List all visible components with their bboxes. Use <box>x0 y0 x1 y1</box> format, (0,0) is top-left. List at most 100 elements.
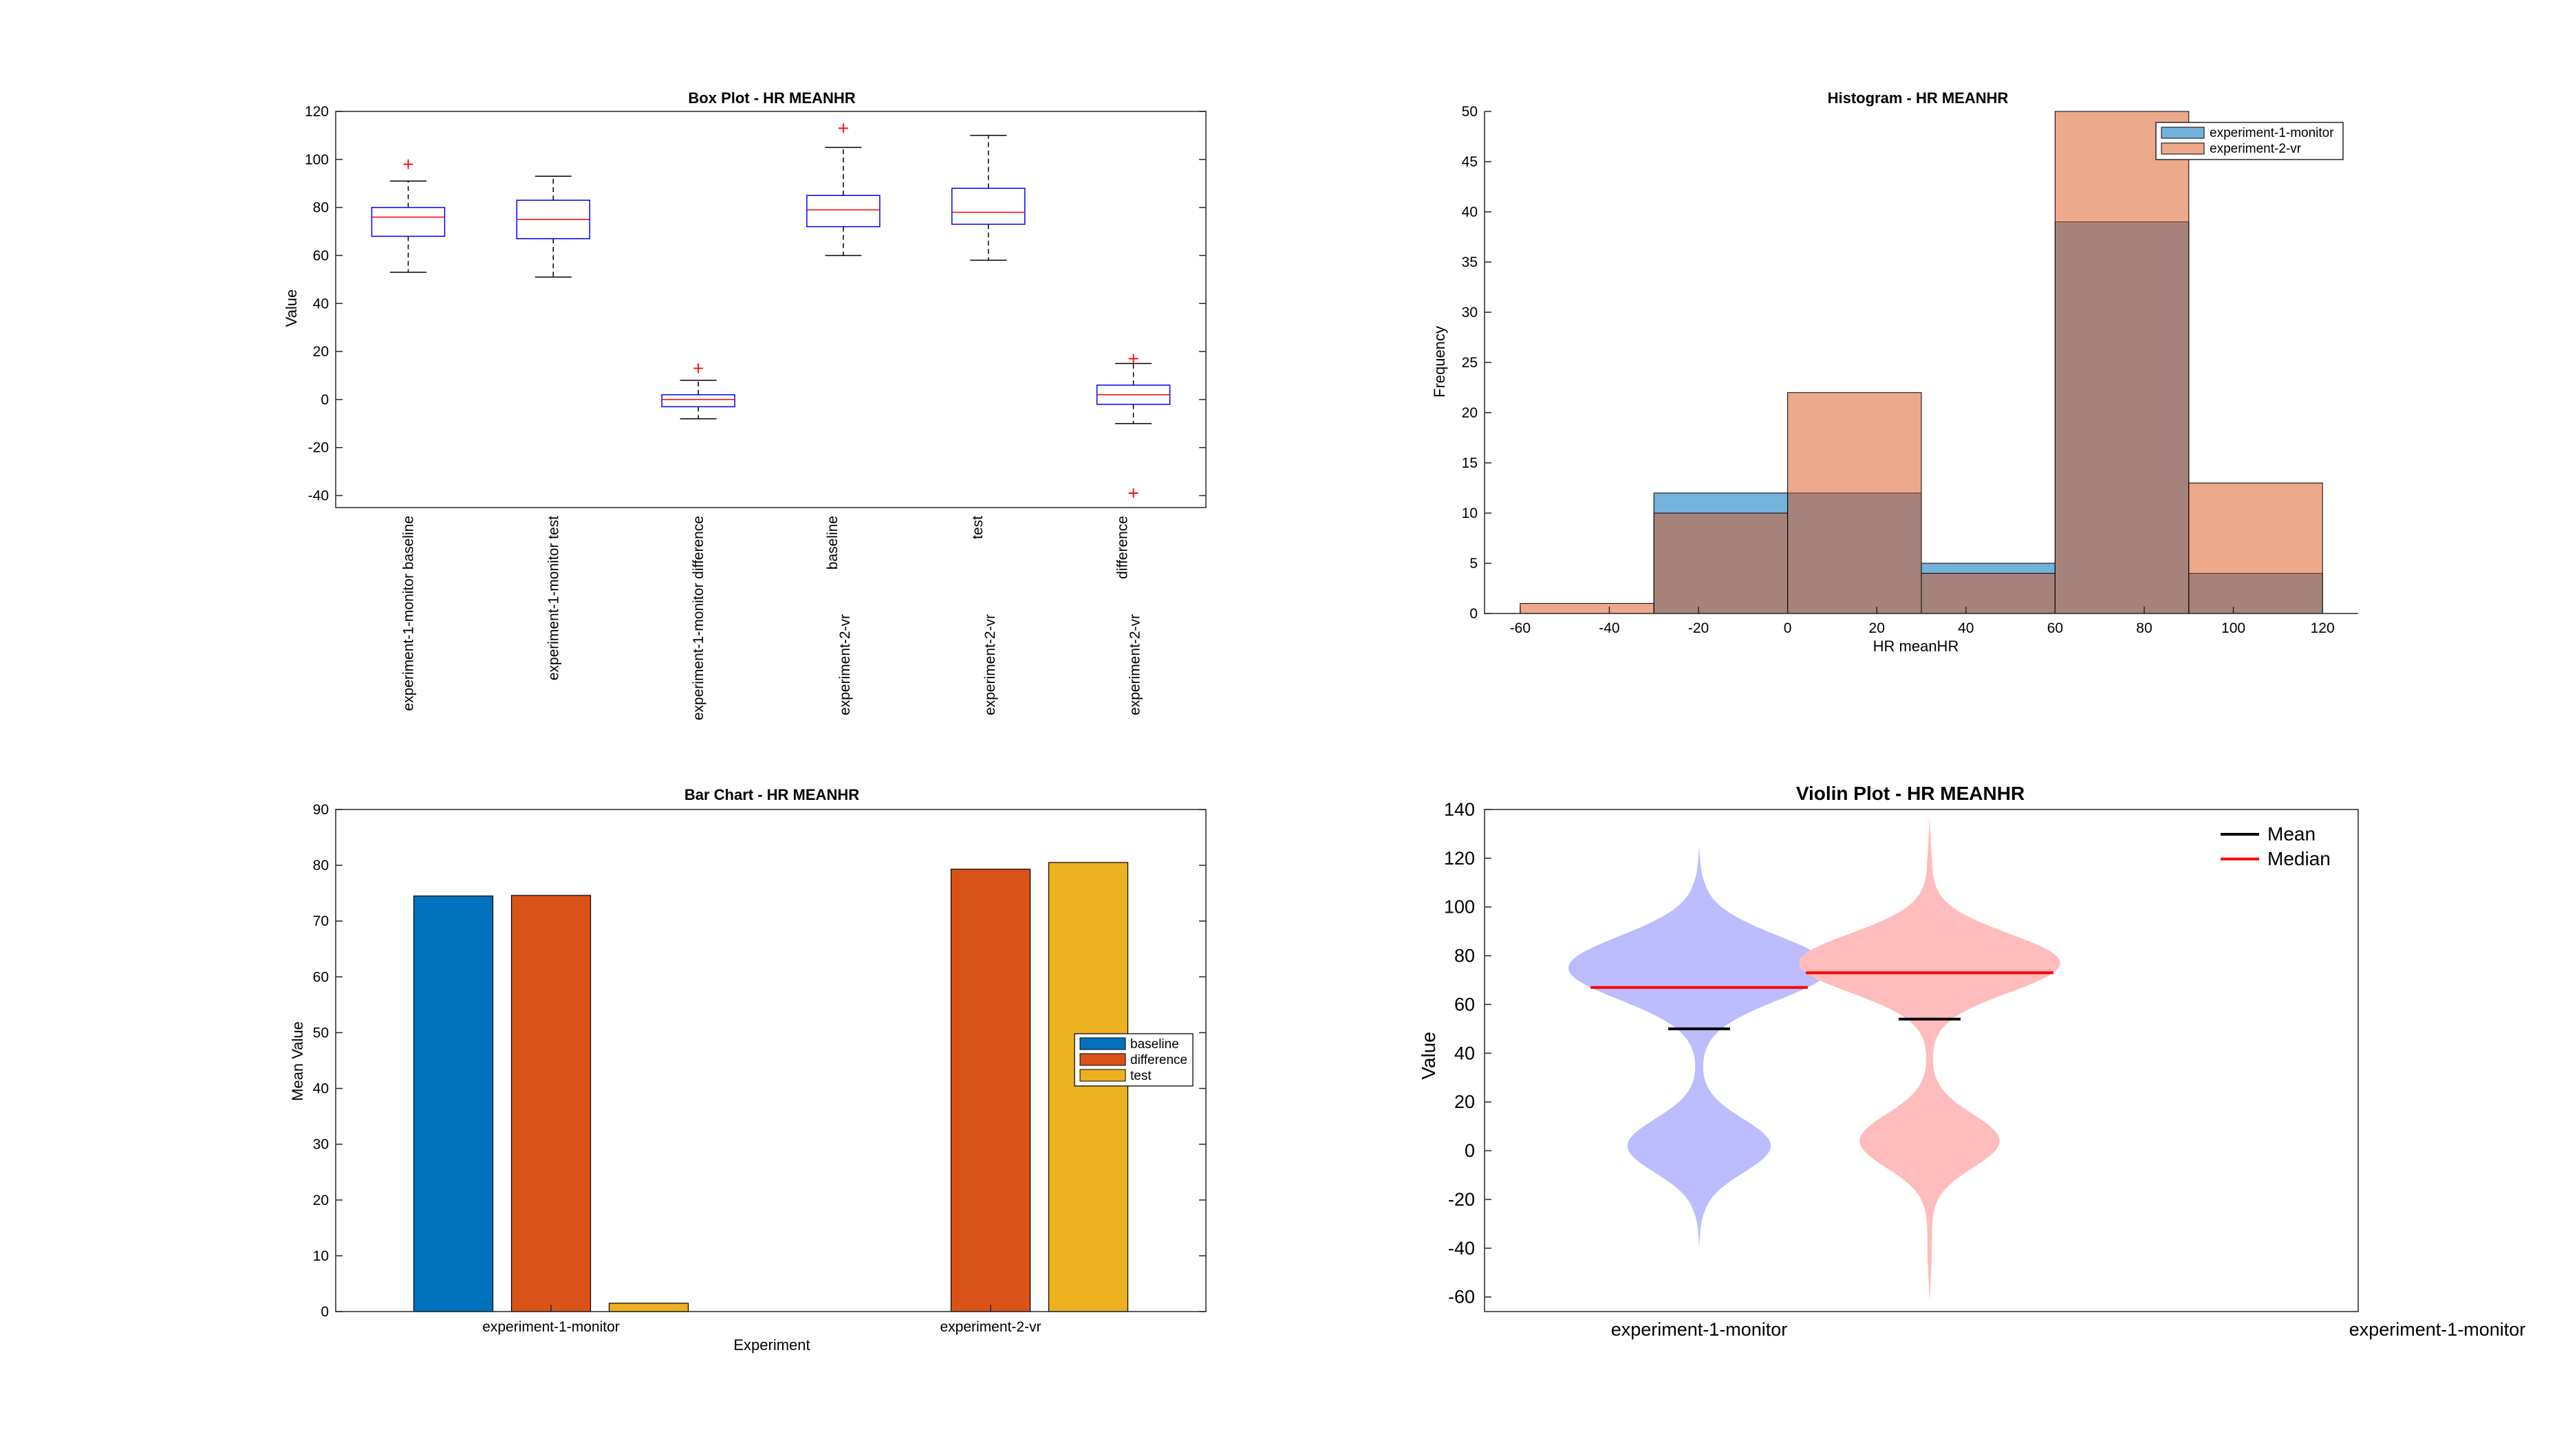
bar-test <box>1048 862 1129 1312</box>
violin-y-tick-label: 60 <box>1454 994 1475 1014</box>
violin-y-tick-label: -60 <box>1448 1287 1475 1307</box>
histogram-legend: experiment-1-monitor experiment-2-vr <box>2155 122 2344 160</box>
histogram-axes <box>1484 111 2358 614</box>
violin-x-tick-label: experiment-1-monitor <box>2349 1319 2526 1340</box>
bar-chart-title: Bar Chart - HR MEANHR <box>684 786 859 803</box>
box-plot-x-label-line2: experiment-2-vr <box>1127 614 1143 715</box>
box-plot-x-label: experiment-1-monitor difference <box>691 516 706 720</box>
violin-x-tick-label: experiment-1-monitor <box>1611 1319 1788 1340</box>
histogram-y-tick-label: 15 <box>1462 455 1478 471</box>
violin-y-tick-label: 100 <box>1444 897 1475 917</box>
bar-chart-x-tick-label: experiment-2-vr <box>940 1319 1041 1335</box>
box-plot-y-tick-label: -40 <box>308 488 329 504</box>
histogram-x-tick-label: 80 <box>2136 620 2152 636</box>
histogram-bar <box>1653 512 1789 614</box>
box-plot-y-tick-label: 60 <box>313 248 329 263</box>
histogram-y-tick-label: 30 <box>1462 305 1478 320</box>
bar-chart-legend-label-baseline: baseline <box>1130 1037 1179 1052</box>
bar-difference <box>510 895 592 1312</box>
histogram-y-tick-label: 35 <box>1462 254 1478 270</box>
violin-shape <box>1568 846 1830 1248</box>
box-item <box>1096 354 1171 499</box>
box-item <box>806 123 881 257</box>
violin-plot-title: Violin Plot - HR MEANHR <box>1796 783 2025 804</box>
bar-chart-legend: baseline difference test <box>1074 1033 1194 1087</box>
histogram-x-tick-label: 60 <box>2047 620 2063 636</box>
box-iqr <box>661 394 735 408</box>
box-plot-x-labels: experiment-1-monitor baseline experiment-… <box>400 516 1143 720</box>
histogram-y-tick-label: 45 <box>1462 154 1478 170</box>
violin-plot-ticks: 140 120 100 80 60 40 20 0 -20 -40 -60 experiment-1-… <box>1444 799 2525 1340</box>
bar-chart-y-tick-label: 60 <box>313 969 329 985</box>
histogram-x-tick-label: -40 <box>1599 620 1619 636</box>
box-outlier <box>1128 354 1139 364</box>
histogram-ticks: -60 -40 -20 0 20 40 60 80 100 120 0 5 10 15 20 25 30 35 40… <box>1462 104 2335 636</box>
box-plot-y-tick-label: 100 <box>305 152 329 168</box>
histogram-x-tick-label: -60 <box>1510 620 1531 636</box>
bar-chart-y-tick-label: 20 <box>313 1193 329 1208</box>
box-plot-x-label-line2: experiment-2-vr <box>837 614 853 715</box>
histogram-title: Histogram - HR MEANHR <box>1828 89 2009 107</box>
bar-difference <box>950 869 1031 1312</box>
histogram-bar <box>1921 573 2056 614</box>
bar-chart-legend-label-difference: difference <box>1130 1053 1187 1067</box>
box-plot-boxes <box>371 123 1171 499</box>
box-plot-y-tick-label: -20 <box>308 440 329 456</box>
bar-chart-axes-frame <box>335 809 1207 1312</box>
bar-chart-ylabel: Mean Value <box>289 1021 306 1101</box>
violin-y-tick-label: 120 <box>1444 848 1475 869</box>
violin-y-tick-label: -40 <box>1448 1238 1475 1259</box>
histogram-x-tick-label: -20 <box>1688 620 1709 636</box>
histogram-x-tick-label: 0 <box>1784 620 1792 636</box>
box-plot-y-tick-label: 80 <box>313 200 329 216</box>
bar-chart-legend-swatch-test <box>1079 1069 1126 1082</box>
histogram-y-tick-label: 50 <box>1462 104 1478 120</box>
bar-chart-legend-swatch-difference <box>1079 1053 1126 1066</box>
bar-chart-x-tick-label: experiment-1-monitor <box>482 1319 620 1335</box>
box-item <box>516 175 590 278</box>
histogram-legend-swatch-vr <box>2161 142 2205 155</box>
violin-y-tick-label: 20 <box>1454 1091 1475 1112</box>
box-outlier <box>838 123 848 133</box>
bar-chart: Bar Chart - HR MEANHR Mean Value Experim… <box>289 786 1207 1354</box>
histogram-x-tick-label: 40 <box>1958 620 1974 636</box>
histogram-bar <box>1520 602 1654 614</box>
histogram-x-tick-label: 120 <box>2311 620 2335 636</box>
histogram-legend-label-monitor: experiment-1-monitor <box>2210 126 2334 140</box>
violin-legend-label-median: Median <box>2267 848 2331 869</box>
bar-chart-y-tick-label: 80 <box>313 858 329 873</box>
violin-plot-violins <box>1568 816 2060 1302</box>
violin-shape <box>1799 816 2060 1302</box>
box-plot-y-tick-label: 40 <box>313 296 329 312</box>
histogram-bar <box>2188 482 2323 614</box>
histogram-x-tick-label: 100 <box>2221 620 2245 636</box>
bar-test <box>608 1303 689 1312</box>
violin-plot-ylabel: Value <box>1418 1032 1439 1080</box>
histogram-y-tick-label: 0 <box>1469 606 1478 622</box>
bar-chart-y-tick-label: 70 <box>313 913 329 929</box>
histogram-bar <box>1787 392 1922 614</box>
histogram-chart: Histogram - HR MEANHR Frequency HR meanH… <box>1431 89 2358 655</box>
box-plot-x-label: experiment-1-monitor test <box>546 516 561 680</box>
box-plot-x-label: experiment-1-monitor baseline <box>400 516 416 711</box>
box-item <box>661 363 735 420</box>
box-plot-title: Box Plot - HR MEANHR <box>688 89 855 107</box>
histogram-x-tick-label: 20 <box>1869 620 1885 636</box>
bar-chart-legend-label-test: test <box>1130 1069 1152 1083</box>
histogram-ylabel: Frequency <box>1431 326 1448 398</box>
box-outlier <box>1128 488 1139 499</box>
box-outlier <box>403 159 413 169</box>
box-plot-x-label: difference <box>1115 516 1131 579</box>
bar-chart-y-tick-label: 10 <box>313 1248 329 1264</box>
bar-chart-legend-swatch-baseline <box>1079 1037 1126 1050</box>
bar-chart-y-tick-label: 30 <box>313 1137 329 1153</box>
box-iqr <box>951 187 1026 225</box>
histogram-bar <box>2054 111 2190 614</box>
bar-chart-xlabel: Experiment <box>733 1336 810 1354</box>
bar-chart-bars <box>413 862 1129 1312</box>
bar-baseline <box>413 895 494 1312</box>
violin-plot-axes-frame <box>1484 809 2359 1312</box>
bar-chart-y-tick-label: 50 <box>313 1025 329 1041</box>
violin-y-tick-label: 0 <box>1465 1140 1475 1161</box>
